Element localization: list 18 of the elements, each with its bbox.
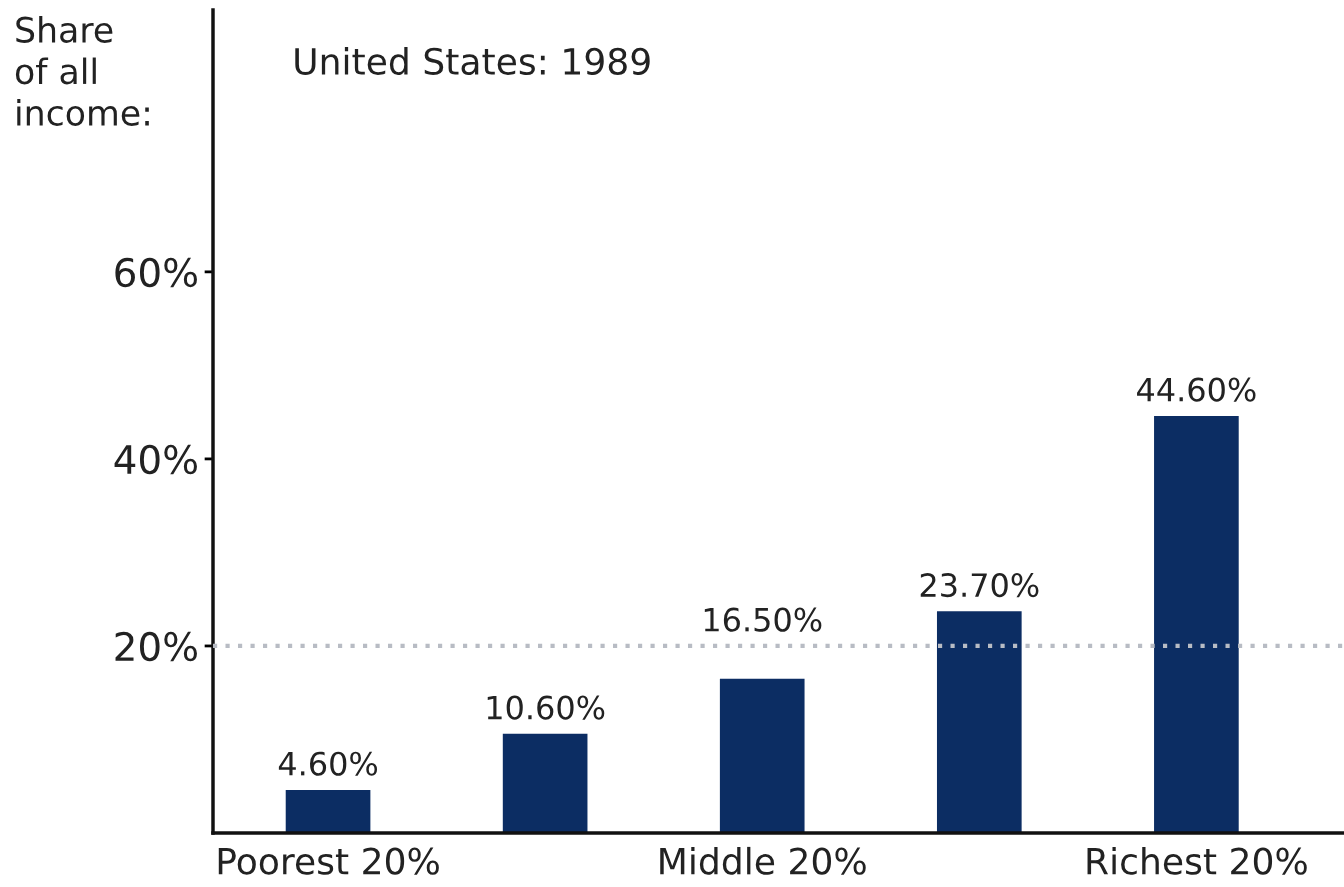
y-axis-title: Share of all income:	[15, 16, 149, 126]
y-tick-label: 40%	[114, 444, 197, 475]
bar	[719, 678, 805, 833]
x-tick-label: Richest 20%	[1087, 846, 1307, 875]
bar	[502, 733, 588, 833]
y-tick-label: 60%	[115, 257, 197, 288]
data-label: 10.60%	[487, 695, 605, 720]
data-label: 23.70%	[920, 573, 1039, 598]
data-label: 4.60%	[278, 751, 378, 776]
data-label: 44.60%	[1137, 377, 1256, 402]
y-tick-label: 20%	[115, 631, 197, 662]
bar	[1154, 415, 1239, 833]
data-label: 16.50%	[704, 607, 822, 632]
x-tick-label: Poorest 20%	[218, 847, 439, 875]
text: United States: 1989	[295, 47, 650, 75]
bar	[936, 611, 1022, 833]
x-tick-label: Middle 20%	[660, 846, 866, 875]
bar	[285, 789, 371, 833]
